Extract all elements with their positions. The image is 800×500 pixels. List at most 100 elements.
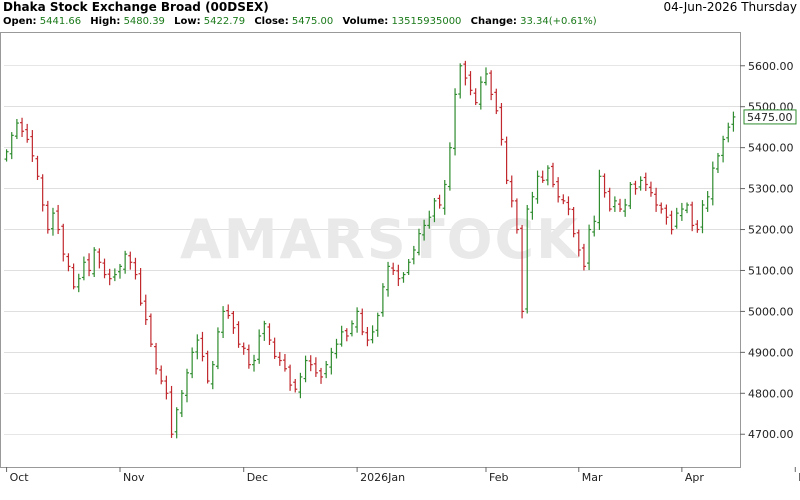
ohlc-bar [45, 200, 50, 234]
ohlc-bar [422, 219, 427, 241]
ohlc-bar [726, 122, 731, 143]
ohlc-bar [262, 320, 267, 341]
ohlc-bar [148, 313, 153, 348]
ohlc-bar [231, 311, 236, 334]
ohlc-bar [695, 220, 700, 233]
x-tick-label: Mar [582, 471, 603, 484]
y-tick-label: 5000.00 [748, 305, 794, 318]
ohlc-bar [576, 229, 581, 257]
ohlc-bar [288, 364, 293, 391]
ohlc-bar [483, 67, 488, 86]
x-tick-label: Nov [123, 471, 145, 484]
ohlc-bar [200, 331, 205, 362]
ohlc-bar [710, 161, 715, 206]
ohlc-bar [87, 253, 92, 277]
last-price-label: 5475.00 [747, 111, 793, 124]
last-price-tag [743, 109, 797, 125]
ohlc-bar [612, 196, 617, 212]
ohlc-bar [272, 337, 277, 359]
ohlc-bar [246, 344, 251, 369]
ohlc-bar [40, 174, 45, 212]
ohlc-bar [427, 210, 432, 229]
ohlc-bar [489, 70, 494, 101]
ohlc-bar [447, 142, 452, 191]
ohlc-bar [349, 320, 354, 337]
chart-header: Dhaka Stock Exchange Broad (00DSEX) 04-J… [0, 0, 800, 32]
stat-change-value: 33.34(+0.61%) [520, 16, 597, 27]
stat-low-value: 5422.79 [203, 16, 246, 27]
stat-change-label: Change: [470, 16, 517, 27]
y-tick-label: 5300.00 [748, 183, 794, 196]
ohlc-bar [226, 304, 231, 319]
ohlc-bar [514, 198, 519, 234]
ohlc-bar [669, 210, 674, 235]
ohlc-bar [298, 372, 303, 399]
ohlc-bar [406, 259, 411, 275]
y-tick-label: 4800.00 [748, 387, 794, 400]
ohlc-bar [453, 88, 458, 156]
ohlc-bar [401, 272, 406, 283]
ohlc-bar [164, 375, 169, 400]
ohlc-bar [432, 198, 437, 223]
ohlc-bar [618, 198, 623, 212]
ohlc-bar [468, 71, 473, 96]
ohlc-bar [416, 228, 421, 256]
x-tick-label: Dec [247, 471, 268, 484]
ohlc-bar [81, 256, 86, 281]
ohlc-bar [4, 149, 9, 162]
ohlc-bar [530, 191, 535, 220]
ohlc-bar [659, 202, 664, 214]
ohlc-bar [556, 177, 561, 203]
ohlc-bar [303, 355, 308, 383]
ohlc-bar [473, 88, 478, 106]
stat-volume-value: 13515935000 [391, 16, 462, 27]
ohlc-bar [324, 360, 329, 379]
ohlc-bar [267, 323, 272, 345]
stat-close-value: 5475.00 [291, 16, 334, 27]
ohlc-bar [391, 262, 396, 275]
ohlc-bar [215, 327, 220, 370]
ohlc-bar [365, 326, 370, 347]
stat-high-label: High: [90, 16, 121, 27]
ohlc-bar [257, 329, 262, 364]
ohlc-bar [520, 225, 525, 319]
ohlc-bar [587, 224, 592, 271]
ohlc-bar [185, 368, 189, 403]
ohlc-bar [319, 367, 324, 384]
ohlc-bar [674, 207, 679, 229]
ohlc-bar [313, 357, 318, 377]
ohlc-bar [566, 196, 571, 216]
ohlc-bar [628, 182, 633, 210]
ohlc-bar [463, 60, 468, 86]
watermark: AMARSTOCK [180, 208, 580, 271]
ohlc-bar [308, 355, 313, 372]
ohlc-bar [205, 350, 210, 384]
ohlc-bar [20, 117, 25, 137]
ohlc-bar [715, 152, 720, 174]
y-tick-label: 4900.00 [748, 346, 794, 359]
ohlc-bar [76, 273, 81, 293]
ohlc-bar [112, 268, 117, 282]
ohlc-bar [643, 172, 648, 192]
plot-frame [0, 32, 741, 468]
ohlc-bars [4, 60, 736, 439]
ohlc-bar [623, 198, 628, 217]
ohlc-bar [386, 261, 391, 297]
ohlc-bar [721, 135, 726, 163]
ohlc-bar [282, 353, 287, 372]
ohlc-bar [571, 207, 576, 238]
ohlc-bar [50, 207, 55, 236]
grid-layer [4, 65, 740, 435]
ohlc-bar [380, 283, 385, 317]
ohlc-bar [509, 175, 514, 208]
ohlc-bar [159, 365, 164, 385]
ohlc-bar [102, 258, 107, 279]
ohlc-bar [210, 360, 215, 390]
ohlc-bar [344, 328, 349, 342]
ohlc-bar [504, 136, 509, 185]
ohlc-bar [123, 250, 128, 274]
ohlc-bar [143, 294, 148, 325]
ohlc-bar [339, 325, 344, 347]
y-axis: 4700.00 4800.00 4900.00 5000.00 5100.00 5200.… [740, 60, 794, 441]
ohlc-bar [654, 187, 659, 212]
